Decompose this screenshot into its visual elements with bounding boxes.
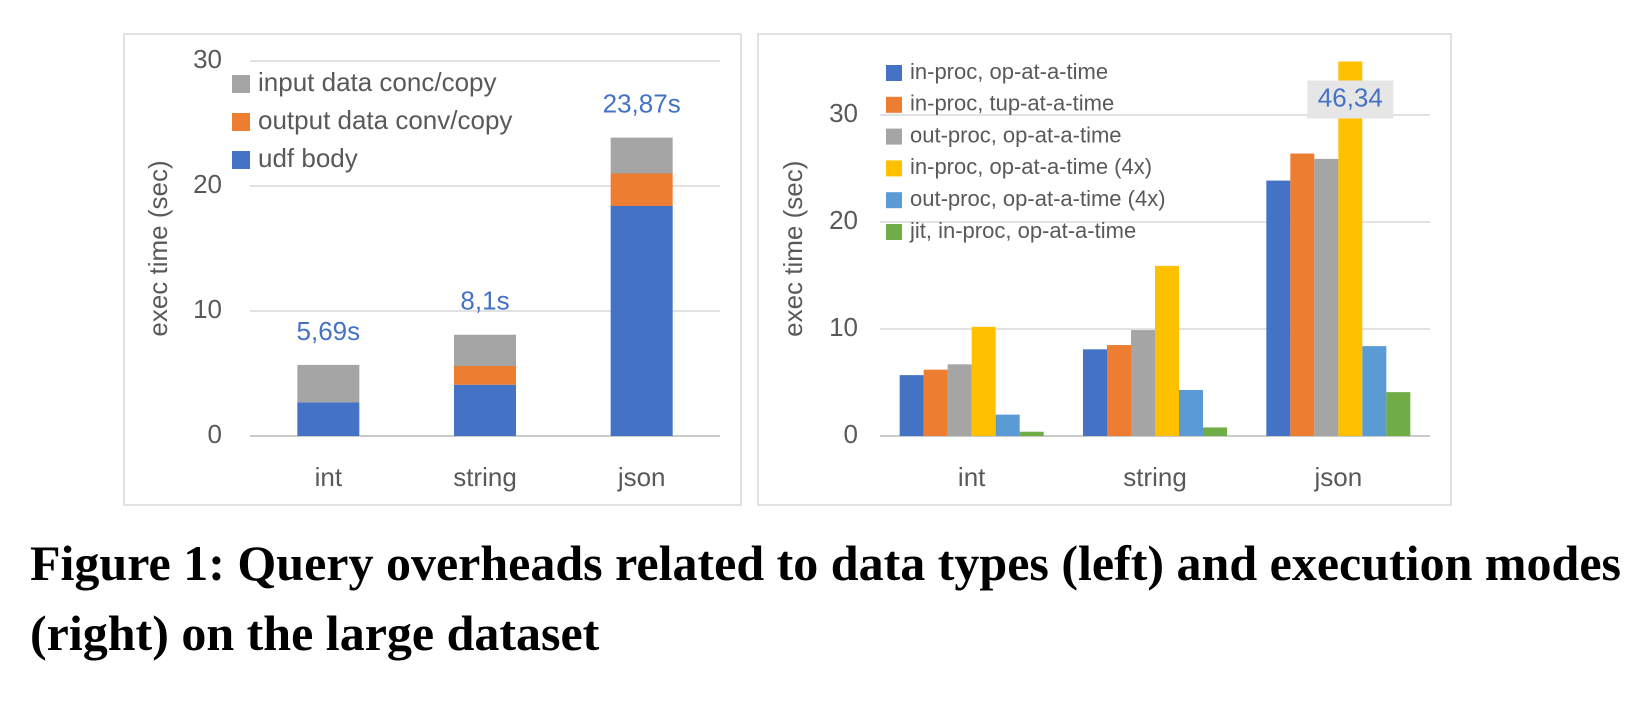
bar: [1155, 265, 1179, 436]
bar: [1314, 158, 1339, 436]
bar: [947, 364, 972, 436]
y-tick-label: 10: [829, 312, 858, 342]
bar: [1019, 431, 1044, 436]
x-tick-label: int: [958, 462, 986, 492]
y-axis-label: exec time (sec): [778, 161, 808, 337]
y-tick-label: 10: [193, 294, 222, 324]
bar-segment: [297, 402, 360, 436]
legend-label: udf body: [258, 143, 358, 173]
bar: [923, 369, 948, 436]
total-label: 8,1s: [460, 286, 509, 316]
bar: [1203, 427, 1227, 436]
legend-label: out-proc, op-at-a-time: [910, 122, 1122, 147]
legend-label: jit, in-proc, op-at-a-time: [909, 218, 1136, 243]
y-tick-label: 0: [208, 419, 222, 449]
x-tick-label: string: [453, 462, 517, 492]
legend-swatch: [886, 96, 902, 113]
panel-border: [757, 33, 1452, 506]
bar-segment: [454, 384, 516, 436]
bar: [1338, 61, 1363, 436]
y-tick-label: 30: [829, 98, 858, 128]
bar-segment: [610, 206, 673, 436]
y-axis-label: exec time (sec): [143, 160, 173, 336]
legend-label: in-proc, op-at-a-time: [910, 59, 1108, 84]
bar: [899, 375, 924, 436]
total-label: 23,87s: [603, 89, 681, 119]
legend-label: output data conv/copy: [258, 105, 512, 135]
y-tick-label: 20: [829, 205, 858, 235]
legend-swatch: [232, 75, 250, 93]
y-tick-label: 30: [193, 44, 222, 74]
legend-label: in-proc, op-at-a-time (4x): [910, 154, 1152, 179]
legend-swatch: [886, 224, 902, 240]
legend-swatch: [886, 192, 902, 209]
figure: 0 10 20 30 exec time (sec) int 5,69s string 8,1s…: [123, 33, 1452, 506]
total-label: 5,69s: [297, 316, 361, 346]
bar: [1083, 349, 1107, 436]
bar-segment: [454, 334, 516, 366]
bar: [1290, 153, 1315, 436]
bar-segment: [454, 366, 516, 385]
bar: [1362, 346, 1387, 436]
bar-segment: [297, 364, 360, 403]
caption: Figure 1: Query overheads related to dat…: [30, 535, 1621, 661]
legend-label: in-proc, tup-at-a-time: [910, 91, 1114, 116]
bar: [1179, 389, 1203, 436]
bar: [1266, 180, 1291, 436]
legend-swatch: [886, 128, 902, 145]
bar: [995, 414, 1020, 436]
y-tick-label: 20: [193, 169, 222, 199]
legend-swatch: [886, 160, 902, 177]
legend-swatch: [886, 65, 902, 81]
bar-segment: [610, 173, 673, 206]
x-tick-label: string: [1123, 462, 1187, 492]
plot-area: [297, 137, 673, 436]
bar: [1131, 330, 1155, 436]
legend-label: input data conc/copy: [258, 67, 497, 97]
y-tick-label: 0: [844, 419, 858, 449]
value-label-box: [1307, 80, 1394, 119]
bar: [971, 326, 996, 436]
bar-segment: [610, 137, 673, 174]
value-label: 46,34: [1318, 82, 1383, 112]
x-tick-label: int: [315, 462, 343, 492]
x-tick-label: json: [617, 462, 666, 492]
legend-label: out-proc, op-at-a-time (4x): [910, 186, 1166, 211]
x-tick-label: json: [1313, 462, 1362, 492]
bar: [1386, 392, 1411, 436]
legend-swatch: [232, 151, 250, 169]
bar: [1107, 345, 1131, 436]
panel-border: [123, 33, 742, 506]
plot-area: [899, 61, 1411, 436]
legend-swatch: [232, 113, 250, 131]
